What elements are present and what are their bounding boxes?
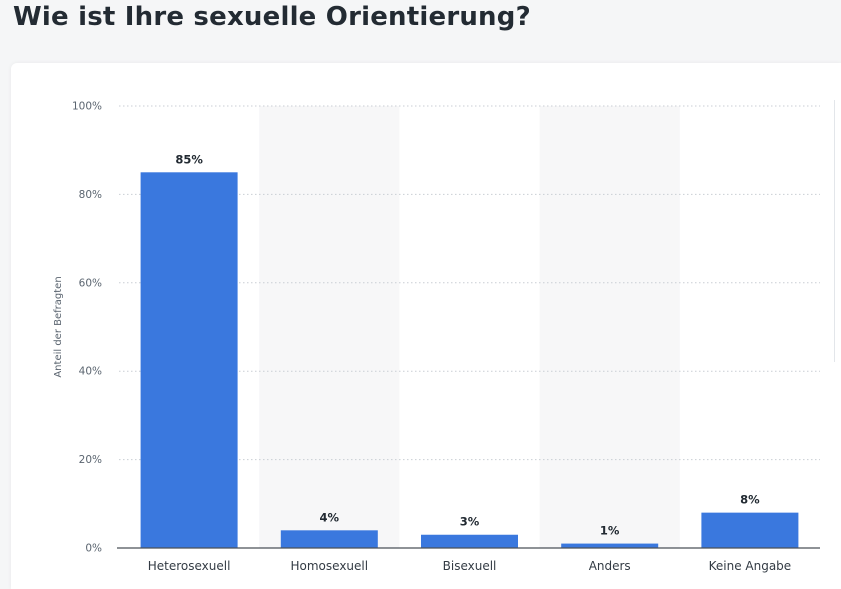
bar[interactable] (421, 534, 518, 548)
x-axis-categories: Heterosexuell Homosexuell Bisexuell Anders K… (148, 559, 791, 573)
page-title: Wie ist Ihre sexuelle Orientierung? (13, 2, 531, 32)
data-label: 1% (600, 524, 620, 538)
data-label: 3% (460, 515, 480, 529)
data-label: 8% (740, 493, 760, 507)
y-tick-label: 40% (79, 366, 102, 378)
x-category-label: Bisexuell (443, 559, 497, 573)
y-tick-label: 80% (79, 189, 102, 201)
bar[interactable] (280, 530, 378, 548)
bar[interactable] (561, 543, 659, 548)
x-category-label: Heterosexuell (148, 559, 231, 573)
bar[interactable] (701, 512, 799, 548)
bars (140, 172, 799, 549)
data-label: 85% (175, 152, 203, 166)
y-axis-ticks: 0% 20% 40% 60% 80% 100% (72, 101, 102, 555)
x-category-label: Anders (589, 559, 631, 573)
y-tick-label: 60% (79, 277, 102, 289)
data-labels: 85% 4% 3% 1% 8% (175, 152, 760, 537)
data-label: 4% (320, 510, 340, 524)
y-axis-title: Anteil der Befragten (53, 276, 64, 377)
y-tick-label: 100% (72, 101, 102, 113)
x-category-label: Homosexuell (291, 559, 369, 573)
alternating-bands (259, 106, 680, 548)
side-panel-tab[interactable] (834, 100, 841, 362)
x-category-label: Keine Angabe (709, 559, 792, 573)
category-band (539, 106, 680, 548)
category-band (259, 106, 400, 548)
y-tick-label: 0% (85, 543, 102, 555)
bar[interactable] (140, 172, 238, 549)
y-tick-label: 20% (79, 454, 102, 466)
